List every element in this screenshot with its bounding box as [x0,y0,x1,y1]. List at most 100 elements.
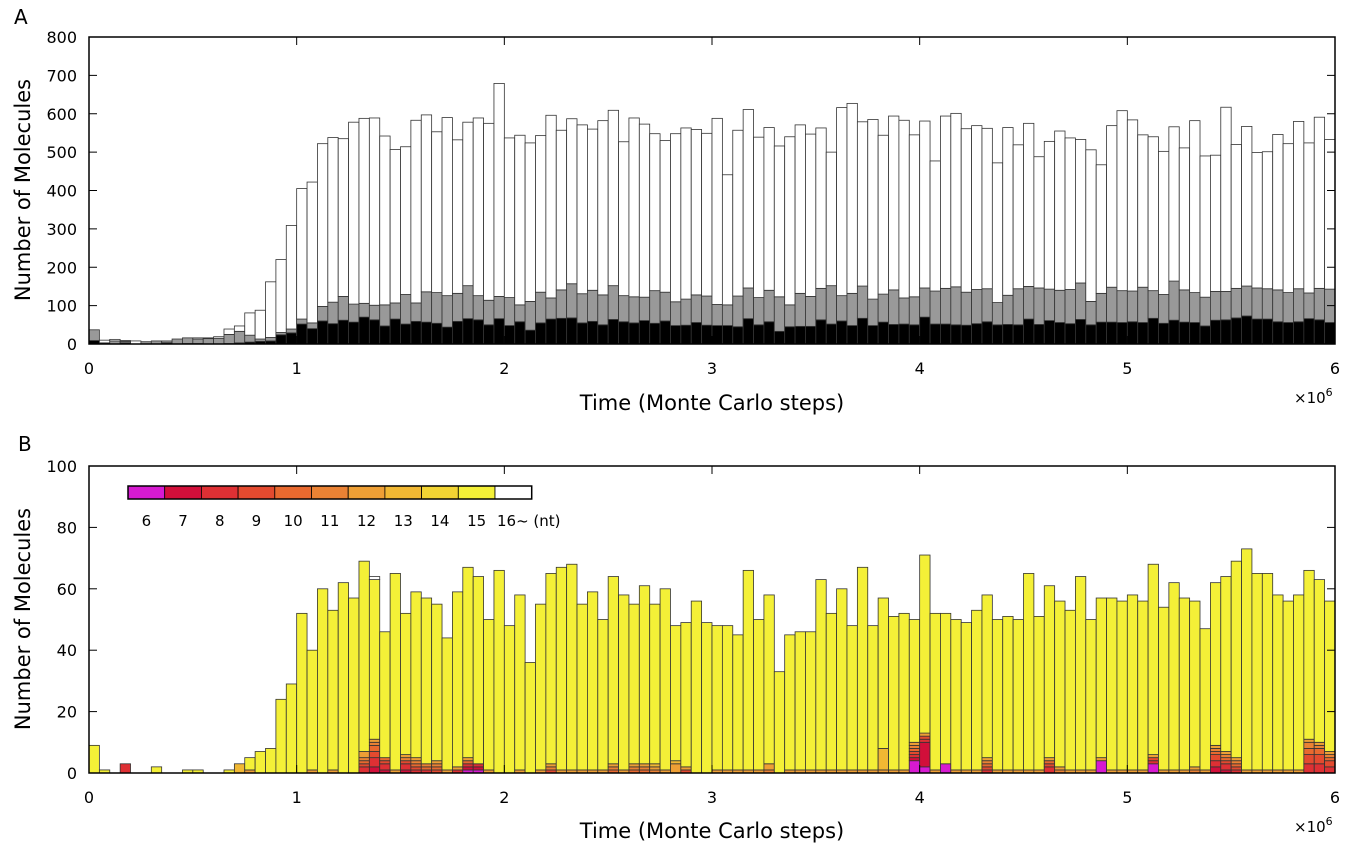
panel-b-bar-segment [1085,619,1097,771]
panel-a-bar-segment [846,102,858,294]
panel-a-bar-segment [898,119,910,299]
panel-a-bar-segment [701,295,713,326]
panel-a-bar-segment [1272,134,1284,291]
panel-a-bar-segment [597,120,609,296]
panel-a-bar-segment [285,225,298,330]
panel-b-bar-segment [1324,766,1336,774]
panel-a-bar-segment [971,323,983,345]
panel-a-bar-segment [1199,325,1211,345]
panel-a-bar-segment [410,119,422,304]
legend-swatch [347,485,386,500]
panel-a-bar-segment [1282,292,1294,323]
panel-a-bar-segment [566,317,578,345]
panel-b-bar-segment [607,763,619,768]
panel-a-y-tick-label: 200 [46,258,77,277]
panel-b-x-tick-label: 6 [1330,788,1340,807]
panel-a-bar-segment [358,117,370,304]
panel-b-bar-segment [1313,744,1326,749]
panel-b-bar-segment [908,751,921,755]
panel-a-bar-segment [929,160,941,292]
panel-a-bar-segment [535,135,547,293]
panel-a-bar-segment [555,317,568,345]
panel-a-bar-segment [680,127,692,300]
panel-a-bar-segment [1220,106,1232,292]
panel-b-bar-segment [815,579,827,771]
panel-a-bar-segment [503,297,516,326]
panel-b-bar-segment [1210,582,1222,746]
panel-b-bar-segment [732,634,744,771]
panel-a-bar-segment [1012,324,1024,345]
panel-a-bar-segment [244,312,256,336]
panel-a-bar-segment [1002,324,1014,345]
panel-b-bar-segment [1002,616,1014,771]
panel-a-bar-segment [1303,292,1315,320]
panel-a-bar-segment [971,289,983,325]
panel-a-bar-segment [628,296,640,324]
panel-a-bar-segment [763,321,775,345]
panel-a-bar-segment [867,325,879,345]
panel-b-bar-segment [721,625,734,771]
panel-a-y-tick-label: 700 [46,66,77,85]
panel-a-bar-segment [940,287,952,325]
panel-a-bar-segment [503,325,516,345]
panel-a-bar-segment [1313,319,1326,345]
panel-b-x-tick-label: 2 [499,788,509,807]
panel-a-bar-segment [368,117,381,306]
panel-a-bar-segment [368,319,381,345]
panel-a-bar-segment [950,112,962,288]
panel-a-bar-segment [275,259,287,333]
panel-b-bar-segment [1303,738,1315,743]
panel-a-bar-segment [545,297,557,320]
panel-b-bar-segment [981,757,993,762]
panel-a-bar-segment [462,121,474,287]
panel-b-y-tick-label: 60 [57,580,77,599]
panel-a-bar-segment [1137,286,1149,323]
panel-a-bar-segment [1043,288,1056,321]
legend-label: 6 [142,512,152,530]
legend-swatch [237,485,276,500]
panel-a-bar-segment [1043,140,1056,290]
panel-a-bar-segment [1075,319,1087,345]
panel-b-bar-segment [400,612,412,755]
panel-a-bar-segment [1085,324,1097,345]
panel-a-bar-segment [1095,292,1107,323]
panel-a-bar-segment [317,305,329,322]
panel-a-bar-segment [1033,324,1045,345]
panel-b-bar-segment [358,766,370,774]
panel-a-bar-segment [441,295,453,328]
panel-a-bar-segment [898,323,910,345]
panel-a-bar-segment [576,322,588,345]
panel-a-bar-segment [919,287,931,318]
panel-b-bar-segment [327,609,339,771]
legend-label: 15 [467,512,486,530]
panel-b-bar-segment [1147,763,1159,774]
panel-b-bar-segment [368,579,381,740]
panel-a-bar-segment [1168,126,1180,282]
panel-b-bar-segment [1033,616,1045,771]
panel-b-bar-segment [1189,766,1201,771]
panel-a-bar-segment [296,323,308,345]
panel-a-bar-segment [680,324,692,345]
panel-a-bar-segment [1054,130,1066,291]
panel-a-bar-segment [1261,151,1274,290]
panel-b-bar-segment [400,763,412,771]
panel-a-bar-segment [535,322,547,345]
panel-a-bar-segment [1158,322,1170,345]
panel-a-bar-segment [1126,119,1139,292]
panel-b-bar-segment [981,763,993,768]
panel-b-bar-segment [472,763,484,768]
panel-a-bar-segment [815,319,827,345]
panel-a-bar-segment [1293,288,1305,323]
panel-a-bar-segment [1220,319,1232,345]
legend-label: 13 [394,512,413,530]
panel-b-bar-segment [368,757,381,768]
panel-a-bar-segment [805,325,817,345]
panel-a-bar-segment [1095,321,1107,345]
panel-a-bar-segment [400,294,412,325]
panel-a-bar-segment [1303,142,1315,294]
panel-a-bar-segment [306,322,318,330]
panel-a-y-tick-label: 600 [46,105,77,124]
panel-a-bar-segment [389,302,401,320]
panel-b-bar-segment [628,603,640,765]
panel-a-bar-segment [784,326,796,345]
